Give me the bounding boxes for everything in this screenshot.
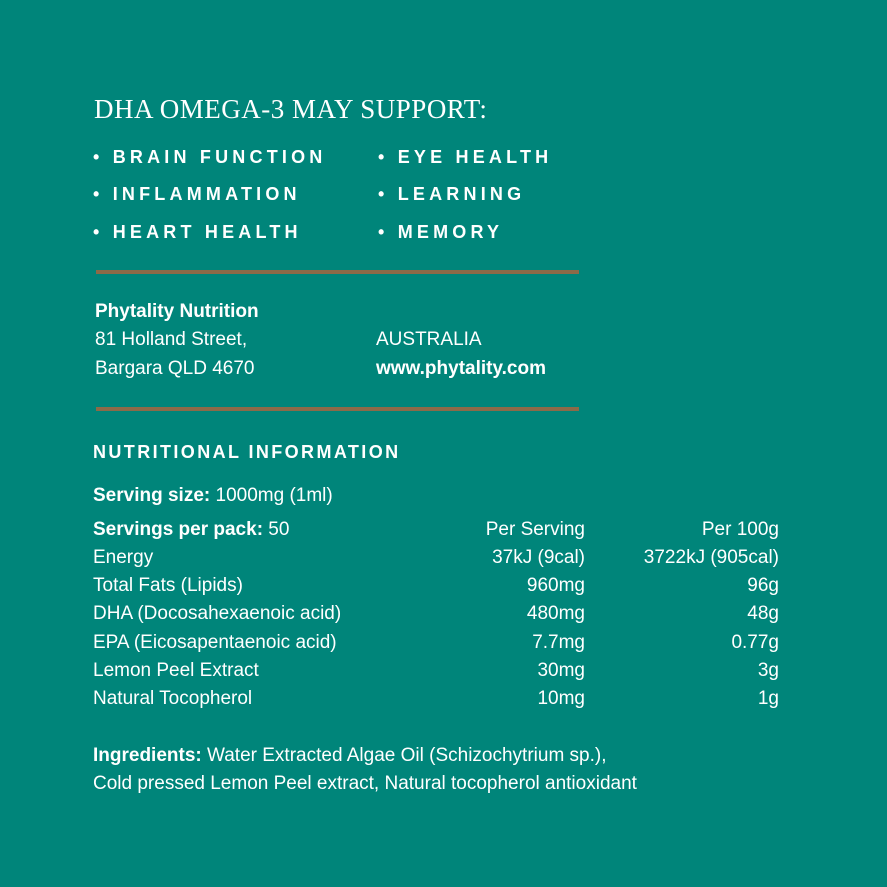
- serving-size: Serving size: 1000mg (1ml): [93, 485, 333, 506]
- per-serving-value: 7.7mg: [532, 631, 585, 653]
- ingredients-line-2: Cold pressed Lemon Peel extract, Natural…: [93, 773, 637, 794]
- per-100g-value: 48g: [747, 603, 779, 625]
- country: AUSTRALIA: [376, 329, 482, 350]
- nutrient-name: Energy: [93, 547, 154, 568]
- company-name: Phytality Nutrition: [95, 301, 259, 322]
- per-100g-value: 3g: [757, 659, 779, 681]
- divider: [96, 407, 579, 411]
- per-100g-value: 1g: [757, 688, 779, 709]
- benefit-item: • MEMORY: [378, 222, 504, 242]
- per-100g-value: 3722kJ (905cal): [643, 547, 779, 568]
- nutrition-heading: NUTRITIONAL INFORMATION: [93, 442, 401, 462]
- per-serving-value: 30mg: [537, 659, 585, 681]
- ingredients-line-1: Ingredients: Water Extracted Algae Oil (…: [93, 745, 607, 766]
- benefit-item: • LEARNING: [378, 184, 526, 204]
- col-header-per-serving: Per Serving: [485, 519, 585, 540]
- nutrient-name: Natural Tocopherol: [93, 688, 253, 709]
- nutrient-name: EPA (Eicosapentaenoic acid): [93, 631, 337, 653]
- page-title: DHA OMEGA-3 MAY SUPPORT:: [94, 94, 488, 124]
- nutrient-name: DHA (Docosahexaenoic acid): [93, 603, 342, 625]
- benefit-item: • EYE HEALTH: [378, 147, 553, 167]
- per-100g-value: 96g: [747, 575, 779, 597]
- per-serving-value: 10mg: [537, 688, 585, 709]
- street: 81 Holland Street,: [95, 329, 248, 350]
- divider: [96, 270, 579, 274]
- col-header-per-100g: Per 100g: [701, 519, 779, 540]
- servings-per-pack: Servings per pack: 50: [93, 519, 290, 540]
- per-100g-value: 0.77g: [731, 631, 779, 653]
- per-serving-value: 480mg: [526, 603, 585, 625]
- benefit-item: • INFLAMMATION: [93, 184, 301, 204]
- city: Bargara QLD 4670: [95, 358, 255, 379]
- per-serving-value: 37kJ (9cal): [492, 547, 585, 568]
- benefit-item: • HEART HEALTH: [93, 222, 302, 242]
- website-link[interactable]: www.phytality.com: [376, 358, 546, 379]
- per-serving-value: 960mg: [526, 575, 585, 597]
- nutrient-name: Lemon Peel Extract: [93, 659, 259, 681]
- benefit-item: • BRAIN FUNCTION: [93, 147, 327, 167]
- nutrient-name: Total Fats (Lipids): [93, 575, 243, 597]
